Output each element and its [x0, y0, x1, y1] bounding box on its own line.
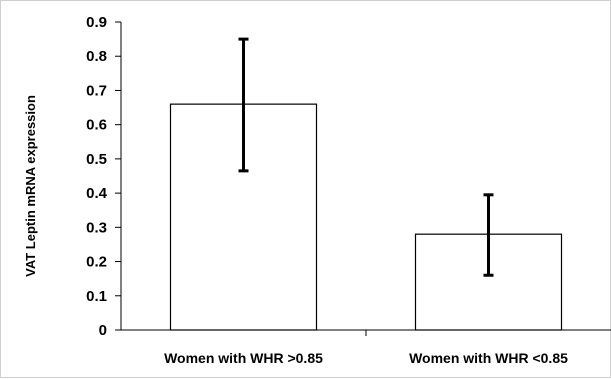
y-axis-title: VAT Leptin mRNA expression [23, 95, 38, 277]
y-axis-ticks: 0 0.1 0.2 0.3 0.4 0.5 0.6 0.7 0.8 0.9 [86, 14, 121, 339]
y-tick-label: 0 [99, 322, 107, 339]
y-tick-label: 0.8 [86, 48, 107, 65]
y-tick-label: 0.7 [86, 82, 107, 99]
y-tick-label: 0.4 [86, 185, 108, 202]
x-axis-labels: Women with WHR >0.85 Women with WHR <0.85 [164, 350, 568, 366]
axes [120, 22, 611, 336]
x-category-label: Women with WHR <0.85 [409, 350, 568, 366]
bars [169, 103, 563, 331]
y-tick-label: 0.1 [86, 288, 107, 305]
y-tick-label: 0.2 [86, 254, 107, 271]
error-bars [238, 37, 494, 277]
x-category-label: Women with WHR >0.85 [164, 350, 323, 366]
y-tick-label: 0.3 [86, 219, 107, 236]
y-tick-label: 0.9 [86, 14, 107, 31]
y-tick-label: 0.6 [86, 117, 107, 134]
y-tick-label: 0.5 [86, 151, 107, 168]
